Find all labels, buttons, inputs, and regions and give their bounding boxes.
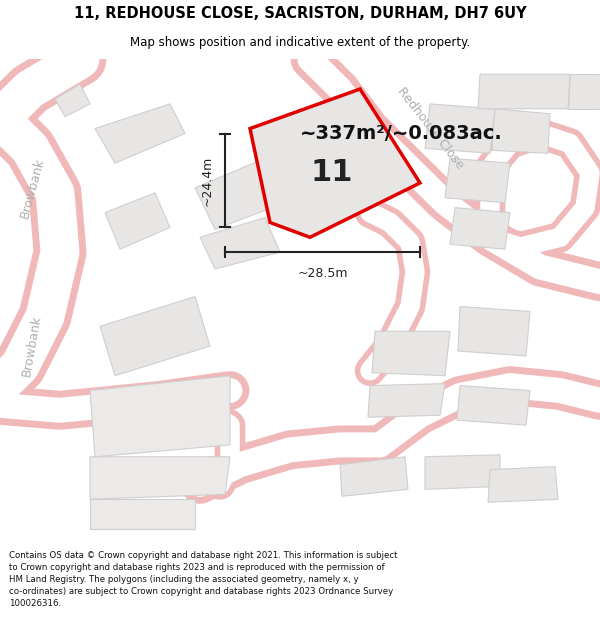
Text: Browbank: Browbank <box>17 156 46 219</box>
Polygon shape <box>250 89 420 238</box>
Polygon shape <box>425 455 500 489</box>
Polygon shape <box>450 208 510 249</box>
Polygon shape <box>368 384 445 418</box>
Polygon shape <box>492 109 550 153</box>
Polygon shape <box>90 376 230 457</box>
Polygon shape <box>340 457 408 496</box>
Text: ~337m²/~0.083ac.: ~337m²/~0.083ac. <box>300 124 503 143</box>
Polygon shape <box>478 74 570 109</box>
Polygon shape <box>372 331 450 376</box>
Polygon shape <box>425 104 495 153</box>
Polygon shape <box>90 457 230 499</box>
Polygon shape <box>200 217 280 269</box>
Polygon shape <box>457 386 530 425</box>
Polygon shape <box>105 193 170 249</box>
Polygon shape <box>195 158 285 229</box>
Text: ~24.4m: ~24.4m <box>200 156 214 206</box>
Text: ~28.5m: ~28.5m <box>297 268 348 281</box>
Polygon shape <box>488 467 558 502</box>
Polygon shape <box>95 104 185 163</box>
Polygon shape <box>445 158 510 202</box>
Text: 11, REDHOUSE CLOSE, SACRISTON, DURHAM, DH7 6UY: 11, REDHOUSE CLOSE, SACRISTON, DURHAM, D… <box>74 6 526 21</box>
Polygon shape <box>90 499 195 529</box>
Polygon shape <box>568 74 600 109</box>
Polygon shape <box>55 84 90 117</box>
Text: Map shows position and indicative extent of the property.: Map shows position and indicative extent… <box>130 36 470 49</box>
Text: Browbank: Browbank <box>20 314 44 378</box>
Polygon shape <box>458 306 530 356</box>
Text: Redhouse Close: Redhouse Close <box>394 85 466 172</box>
Polygon shape <box>100 297 210 376</box>
Text: 11: 11 <box>311 158 353 187</box>
Text: Contains OS data © Crown copyright and database right 2021. This information is : Contains OS data © Crown copyright and d… <box>9 551 398 608</box>
